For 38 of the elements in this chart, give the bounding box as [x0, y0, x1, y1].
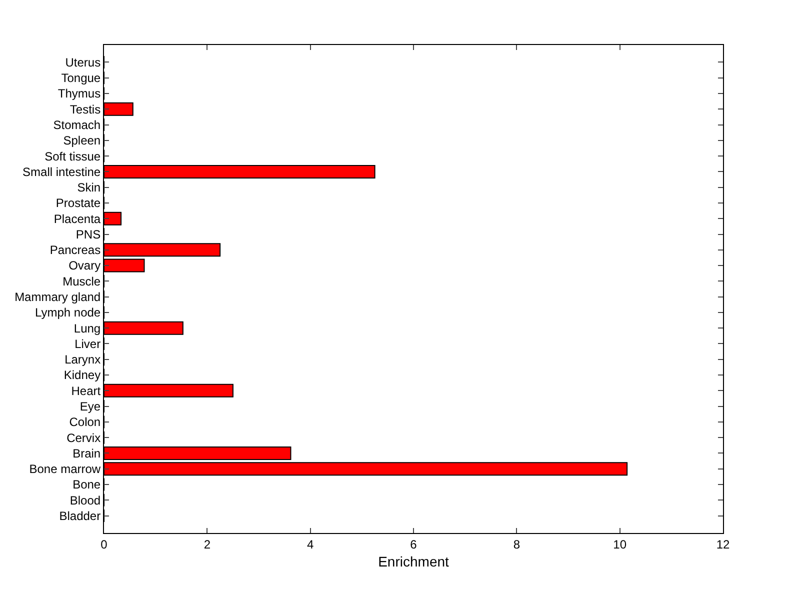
x-tick-label: 0 [100, 537, 108, 552]
y-tick-label: Cervix [66, 430, 101, 445]
y-tick-label: Stomach [53, 118, 101, 132]
y-tick-label: Placenta [54, 212, 101, 226]
y-tick-label: Pancreas [50, 243, 101, 258]
y-tick-label: Eye [80, 400, 101, 414]
x-axis-title: Enrichment [378, 554, 450, 570]
y-tick-label: Lymph node [34, 306, 101, 320]
y-tick-label: Colon [69, 415, 101, 430]
y-tick-label: Bone [72, 478, 101, 492]
y-tick-label: Blood [70, 493, 101, 508]
y-tick-label: Kidney [64, 368, 101, 382]
y-tick-label: Bone marrow [29, 462, 101, 476]
y-tick-label: Larynx [64, 352, 101, 367]
y-tick-label: Liver [74, 336, 101, 351]
y-tick-label: Soft tissue [44, 149, 101, 164]
y-tick-label: Tongue [61, 71, 101, 86]
y-tick-label: Small intestine [22, 164, 101, 179]
y-tick-label: Skin [77, 180, 101, 195]
y-tick-label: Prostate [56, 196, 101, 210]
y-tick-label: Mammary gland [14, 290, 101, 304]
y-tick-label: PNS [76, 227, 101, 242]
y-tick-label: Ovary [68, 258, 101, 273]
y-tick-label: Spleen [63, 134, 101, 148]
y-tick-label: Bladder [59, 508, 101, 523]
x-tick-label: 2 [204, 537, 211, 552]
x-tick-label: 12 [716, 537, 730, 552]
x-tick-label: 6 [410, 537, 418, 552]
y-tick-label: Lung [74, 321, 101, 336]
x-tick-label: 4 [306, 537, 314, 552]
y-tick-label: Testis [70, 102, 101, 116]
y-tick-label: Heart [71, 384, 102, 398]
y-tick-label: Muscle [62, 274, 101, 288]
y-tick-label: Thymus [58, 86, 101, 101]
x-tick-label: 8 [513, 537, 520, 552]
y-tick-label: Uterus [65, 55, 101, 70]
y-tick-label: Brain [72, 446, 101, 460]
x-tick-label: 10 [613, 537, 627, 552]
